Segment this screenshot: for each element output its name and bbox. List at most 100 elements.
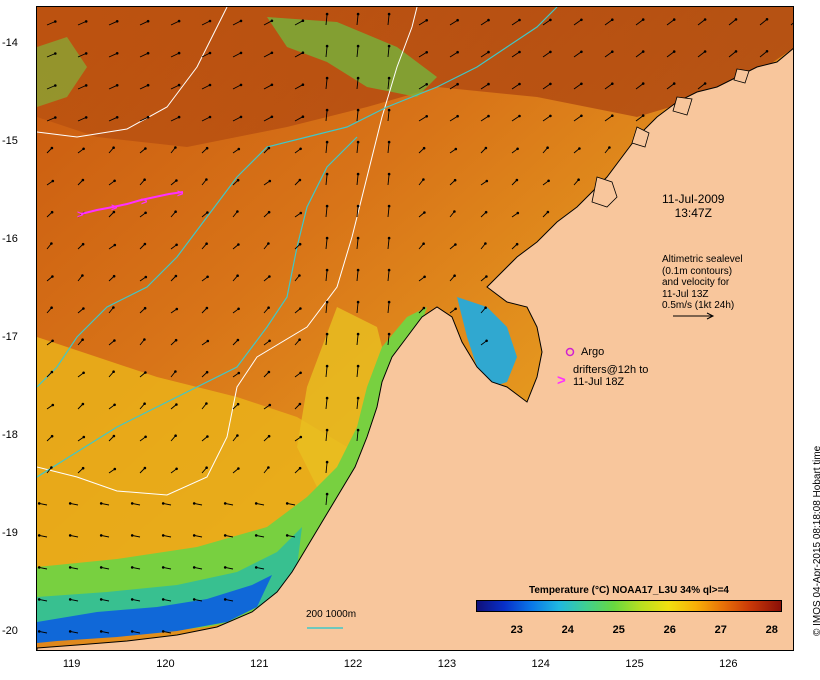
velocity-arrow	[46, 53, 56, 58]
velocity-arrow-head	[611, 50, 614, 53]
velocity-arrow-head	[143, 306, 147, 310]
velocity-arrow	[101, 598, 110, 602]
velocity-arrow	[449, 115, 458, 122]
velocity-arrow	[480, 83, 489, 90]
velocity-arrow-head	[239, 83, 243, 87]
velocity-arrow	[132, 502, 141, 506]
colorbar-tick-label: 23	[510, 624, 523, 636]
velocity-arrow-head	[453, 210, 456, 213]
velocity-arrow-head	[146, 83, 150, 87]
velocity-arrow-head	[113, 243, 117, 247]
velocity-arrow	[759, 50, 768, 58]
velocity-arrow-head	[205, 178, 208, 181]
velocity-arrow-head	[516, 211, 520, 215]
velocity-arrow	[194, 566, 203, 570]
lat-tick-label: -20	[2, 625, 18, 638]
velocity-arrow-head	[223, 502, 227, 505]
velocity-arrow-head	[115, 116, 119, 119]
velocity-arrow	[294, 116, 304, 122]
velocity-arrow	[511, 51, 520, 58]
velocity-arrow-head	[130, 566, 134, 569]
velocity-arrow	[480, 115, 489, 122]
velocity-arrow-head	[236, 178, 240, 182]
velocity-arrow-head	[175, 243, 178, 247]
velocity-arrow	[511, 19, 520, 26]
lat-tick-label: -15	[2, 135, 18, 148]
velocity-arrow	[356, 78, 359, 90]
velocity-arrow-head	[518, 114, 521, 118]
velocity-arrow	[635, 19, 644, 26]
velocity-arrow	[232, 84, 242, 90]
lon-tick-label: 120	[156, 658, 175, 670]
velocity-arrow	[70, 566, 79, 570]
velocity-arrow-head	[641, 114, 645, 117]
velocity-arrow-head	[112, 306, 115, 309]
velocity-arrow-head	[143, 242, 147, 246]
velocity-arrow-head	[703, 50, 707, 53]
velocity-arrow	[132, 598, 141, 602]
velocity-arrow-head	[267, 242, 270, 245]
velocity-arrow	[666, 51, 675, 58]
velocity-arrow-head	[356, 140, 360, 144]
velocity-arrow	[356, 142, 359, 154]
velocity-arrow-head	[177, 19, 181, 23]
velocity-arrow-head	[325, 428, 329, 432]
velocity-arrow-head	[205, 242, 208, 245]
velocity-arrow-head	[580, 114, 583, 118]
velocity-arrow	[325, 142, 328, 154]
velocity-arrow	[46, 21, 56, 26]
isobath-200-north	[37, 7, 228, 138]
velocity-arrow-head	[516, 147, 519, 151]
velocity-arrow-head	[206, 435, 209, 438]
velocity-arrow-head	[301, 19, 305, 22]
velocity-arrow	[163, 566, 172, 570]
velocity-arrow-head	[177, 115, 181, 119]
velocity-arrow-head	[113, 403, 116, 407]
velocity-arrow-head	[270, 83, 274, 87]
velocity-arrow-head	[484, 242, 487, 245]
velocity-arrow	[325, 462, 328, 474]
velocity-arrow-head	[356, 172, 360, 176]
velocity-arrow-head	[425, 19, 429, 22]
velocity-arrow	[263, 84, 273, 90]
velocity-arrow	[635, 115, 644, 122]
velocity-arrow-head	[143, 466, 147, 470]
velocity-arrow-head	[50, 466, 53, 469]
velocity-arrow-head	[112, 434, 116, 438]
velocity-arrow-head	[299, 147, 302, 151]
altimetry-line: 11-Jul 13Z	[662, 288, 709, 300]
isobath-1000-shelf	[37, 136, 358, 478]
velocity-arrow-head	[81, 178, 85, 182]
velocity-arrow-head	[54, 84, 57, 87]
lon-tick-label: 121	[250, 658, 269, 670]
velocity-arrow-head	[267, 146, 271, 150]
velocity-arrow	[256, 534, 265, 538]
velocity-arrow-head	[50, 306, 53, 310]
velocity-arrow	[418, 115, 427, 122]
colorbar	[476, 600, 782, 612]
velocity-arrow-head	[82, 307, 85, 310]
velocity-arrow-head	[208, 19, 212, 23]
velocity-arrow	[604, 83, 613, 90]
velocity-arrow-head	[112, 146, 115, 149]
velocity-arrow	[201, 116, 211, 122]
velocity-arrow-head	[387, 300, 391, 304]
velocity-arrow-head	[454, 243, 457, 246]
map-frame: > > > > >	[36, 6, 794, 651]
velocity-arrow-head	[356, 428, 360, 432]
argo-label: Argo	[581, 346, 605, 358]
velocity-arrow-head	[254, 566, 258, 569]
velocity-arrow-head	[268, 179, 272, 183]
velocity-arrow-head	[84, 116, 88, 119]
velocity-arrow	[480, 51, 489, 58]
velocity-arrow-head	[99, 502, 103, 505]
velocity-arrow	[232, 52, 242, 58]
velocity-arrow-head	[267, 210, 271, 214]
velocity-arrow-head	[239, 19, 243, 23]
lon-tick-label: 124	[531, 658, 550, 670]
velocity-arrow	[163, 598, 172, 602]
velocity-arrow-head	[206, 211, 209, 214]
velocity-arrow-head	[50, 146, 54, 150]
velocity-arrow-head	[387, 12, 391, 16]
velocity-arrow-head	[325, 396, 329, 400]
